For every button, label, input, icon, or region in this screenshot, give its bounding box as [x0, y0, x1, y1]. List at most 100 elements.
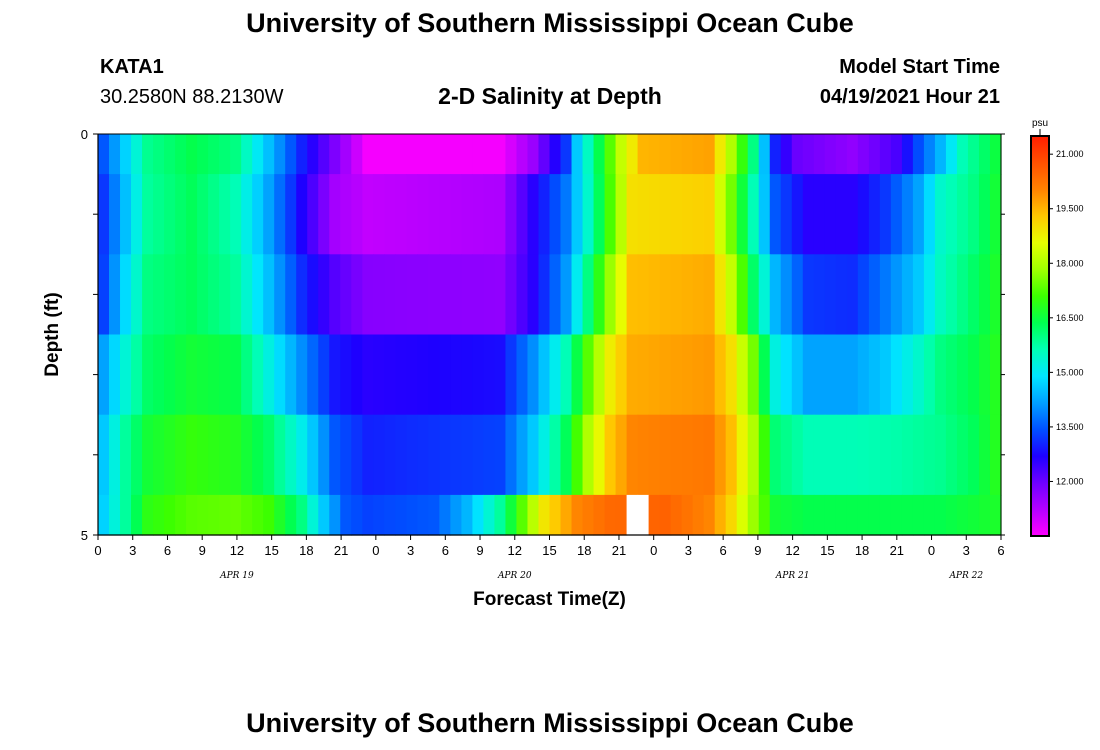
heatmap-cell [472, 174, 485, 255]
heatmap-cell [956, 414, 969, 496]
page-title: University of Southern Mississippi Ocean… [246, 8, 854, 38]
heatmap-cell [989, 174, 1002, 255]
heatmap-cell [120, 134, 132, 175]
x-tick-label: 15 [264, 543, 278, 558]
heatmap-cell [109, 174, 121, 255]
heatmap-cell [703, 334, 716, 416]
heatmap-cell [164, 414, 176, 496]
heatmap-cell [362, 494, 374, 536]
heatmap-cell [428, 254, 440, 336]
chart-subtitle: 2-D Salinity at Depth [438, 83, 662, 109]
heatmap-cell [472, 134, 485, 175]
heatmap-cell [285, 134, 297, 175]
x-tick-label: 6 [720, 543, 727, 558]
heatmap-cell [329, 134, 341, 175]
x-tick-label: 9 [754, 543, 761, 558]
colorbar-tick-label: 16.500 [1056, 313, 1084, 323]
heatmap-cell [274, 174, 286, 255]
heatmap-cell [758, 254, 771, 336]
heatmap-cell [626, 334, 639, 416]
heatmap-cell [527, 254, 540, 336]
chart-axes: 0 3 6 9 12 15 18 21 0 3 6 9 12 15 18 21 0 3 6 9 12 15 18 21 0 3 6 A… [42, 127, 1005, 610]
heatmap-cell [538, 134, 551, 175]
heatmap-cell [329, 494, 341, 536]
heatmap-cell [747, 174, 760, 255]
heatmap-cell [703, 174, 716, 255]
heatmap-cell [417, 134, 429, 175]
heatmap-cell [835, 174, 848, 255]
heatmap-cell [252, 414, 264, 496]
heatmap-cell [681, 254, 694, 336]
heatmap-cell [571, 134, 584, 175]
heatmap-cell [175, 334, 187, 416]
heatmap-cell [802, 334, 815, 416]
heatmap-cell [901, 134, 914, 175]
heatmap-cell [560, 254, 573, 336]
y-tick-label: 5 [81, 528, 88, 543]
heatmap-cell [714, 494, 727, 536]
heatmap-cell [659, 254, 672, 336]
heatmap-cell [736, 334, 749, 416]
y-axis-title: Depth (ft) [42, 292, 63, 376]
heatmap-cell [582, 254, 595, 336]
heatmap-cell [868, 134, 881, 175]
heatmap-cell [164, 334, 176, 416]
heatmap-cell [890, 174, 903, 255]
heatmap-cell [890, 494, 903, 536]
heatmap-cell [956, 134, 969, 175]
heatmap-cell [428, 494, 440, 536]
heatmap-cell [945, 414, 958, 496]
heatmap-cell [505, 174, 518, 255]
heatmap-cell [450, 174, 462, 255]
heatmap-cell [791, 174, 804, 255]
heatmap-cell [219, 254, 231, 336]
heatmap-cell [868, 414, 881, 496]
heatmap-cell [428, 134, 440, 175]
heatmap-cell [835, 254, 848, 336]
colorbar-unit: psu [1032, 118, 1048, 129]
heatmap-cell [516, 334, 529, 416]
heatmap-cell [890, 414, 903, 496]
heatmap-cell [318, 134, 330, 175]
x-tick-label: 18 [855, 543, 869, 558]
heatmap-cell [538, 494, 551, 536]
heatmap-cell [813, 334, 826, 416]
heatmap-cell [98, 254, 110, 336]
heatmap-cell [527, 134, 540, 175]
heatmap-cell [197, 254, 209, 336]
heatmap-cell [681, 334, 694, 416]
heatmap-cell [780, 174, 793, 255]
heatmap-cell [989, 494, 1002, 536]
heatmap-cell [901, 334, 914, 416]
heatmap-cell [274, 134, 286, 175]
heatmap-cell [659, 414, 672, 496]
heatmap-cell [824, 334, 837, 416]
x-tick-label: 6 [164, 543, 171, 558]
heatmap-cell [274, 254, 286, 336]
heatmap-cell [538, 334, 551, 416]
heatmap-cell [274, 334, 286, 416]
heatmap-cell [186, 334, 198, 416]
heatmap-cell [417, 174, 429, 255]
heatmap-cell [758, 494, 771, 536]
heatmap-cell [549, 254, 562, 336]
heatmap-cell [670, 334, 683, 416]
heatmap-cell [703, 414, 716, 496]
x-tick-label: 18 [299, 543, 313, 558]
heatmap-cell [868, 334, 881, 416]
heatmap-cell [175, 414, 187, 496]
heatmap-cell [604, 494, 617, 536]
heatmap-cell [450, 254, 462, 336]
heatmap-cell [461, 334, 474, 416]
model-start-label: Model Start Time [839, 56, 1000, 78]
heatmap-cell [109, 414, 121, 496]
heatmap-cell [549, 134, 562, 175]
heatmap-cell [307, 174, 319, 255]
heatmap-cell [307, 414, 319, 496]
heatmap-cell [329, 174, 341, 255]
heatmap-cell [802, 134, 815, 175]
heatmap-cell [692, 174, 705, 255]
heatmap-cell [967, 414, 980, 496]
heatmap-cell [120, 334, 132, 416]
